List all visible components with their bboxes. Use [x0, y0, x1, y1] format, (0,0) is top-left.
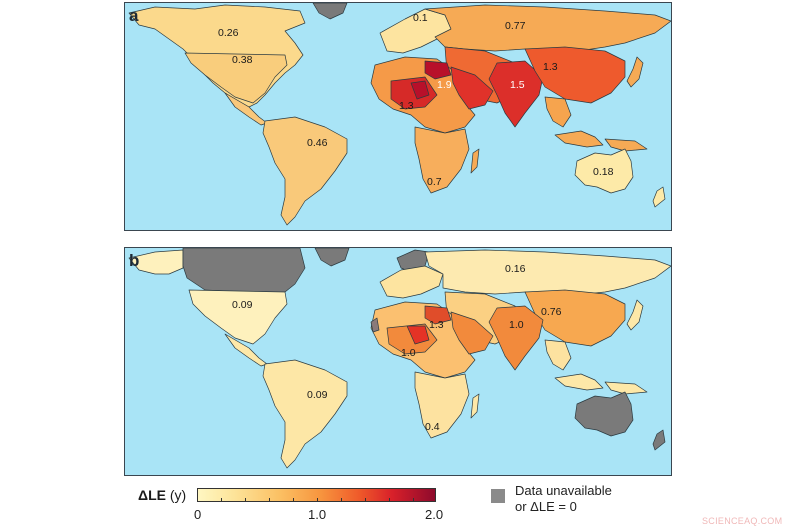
colorbar-minor-tick [245, 498, 246, 502]
na-line-1: Data unavailable [515, 483, 612, 498]
watermark: SCIENCEAQ.COM [702, 516, 783, 526]
na-line-2: or ΔLE = 0 [515, 499, 577, 514]
panel-letter-b: b [129, 251, 140, 270]
colorbar-tick [317, 498, 318, 502]
map-label: 1.0 [509, 319, 524, 331]
map-label: 1.3 [399, 100, 414, 112]
map-label: 0.18 [593, 166, 614, 178]
colorbar-tick-label: 1.0 [308, 507, 327, 522]
map-panel-b: 0.09 0.09 0.16 0.76 1.3 1.0 1.0 0.4 b [124, 247, 672, 476]
colorbar-minor-tick [269, 498, 270, 502]
map-label: 0.77 [505, 20, 526, 32]
colorbar-minor-tick [413, 498, 414, 502]
colorbar-title-unit: (y) [169, 487, 187, 503]
map-label: 0.76 [541, 306, 562, 318]
colorbar-minor-tick [365, 498, 366, 502]
colorbar-minor-tick [341, 498, 342, 502]
colorbar-tick-label: 2.0 [425, 507, 444, 522]
map-label: 0.4 [425, 421, 440, 433]
map-label: 0.46 [307, 137, 328, 149]
world-map-b: 0.09 0.09 0.16 0.76 1.3 1.0 1.0 0.4 [128, 248, 671, 469]
map-label: 0.26 [218, 27, 239, 39]
colorbar [197, 488, 436, 502]
map-label: 1.3 [543, 61, 558, 73]
map-label: 1.5 [510, 79, 525, 91]
colorbar-minor-tick [221, 498, 222, 502]
map-label: 0.38 [232, 54, 253, 66]
map-panel-a: 0.26 0.38 0.46 0.1 0.77 1.9 1.5 1.3 1.3 … [124, 2, 672, 231]
data-unavailable-label: Data unavailable or ΔLE = 0 [515, 483, 655, 515]
colorbar-minor-tick [293, 498, 294, 502]
map-label: 0.7 [427, 176, 442, 188]
map-label: 0.1 [413, 12, 428, 24]
data-unavailable-swatch [491, 489, 505, 503]
colorbar-tick-label: 0 [194, 507, 202, 522]
map-label: 1.3 [429, 319, 444, 331]
map-label: 1.0 [401, 347, 416, 359]
colorbar-title-main: ΔLE [138, 487, 166, 503]
map-label: 0.09 [307, 389, 328, 401]
map-label: 0.09 [232, 299, 253, 311]
map-label: 1.9 [437, 79, 452, 91]
colorbar-minor-tick [389, 498, 390, 502]
colorbar-title: ΔLE (y) [138, 487, 186, 503]
map-label: 0.16 [505, 263, 526, 275]
panel-letter-a: a [129, 6, 139, 25]
world-map-a: 0.26 0.38 0.46 0.1 0.77 1.9 1.5 1.3 1.3 … [128, 3, 671, 226]
